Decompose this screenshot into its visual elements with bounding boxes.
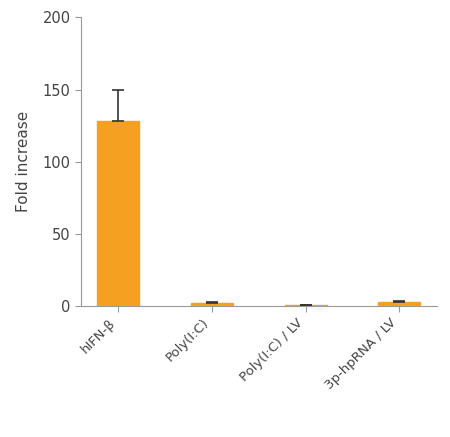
Bar (378, 302, 420, 306)
Y-axis label: Fold increase: Fold increase (16, 111, 32, 212)
Bar (97, 121, 140, 306)
Bar (191, 303, 233, 306)
Bar (284, 305, 327, 306)
